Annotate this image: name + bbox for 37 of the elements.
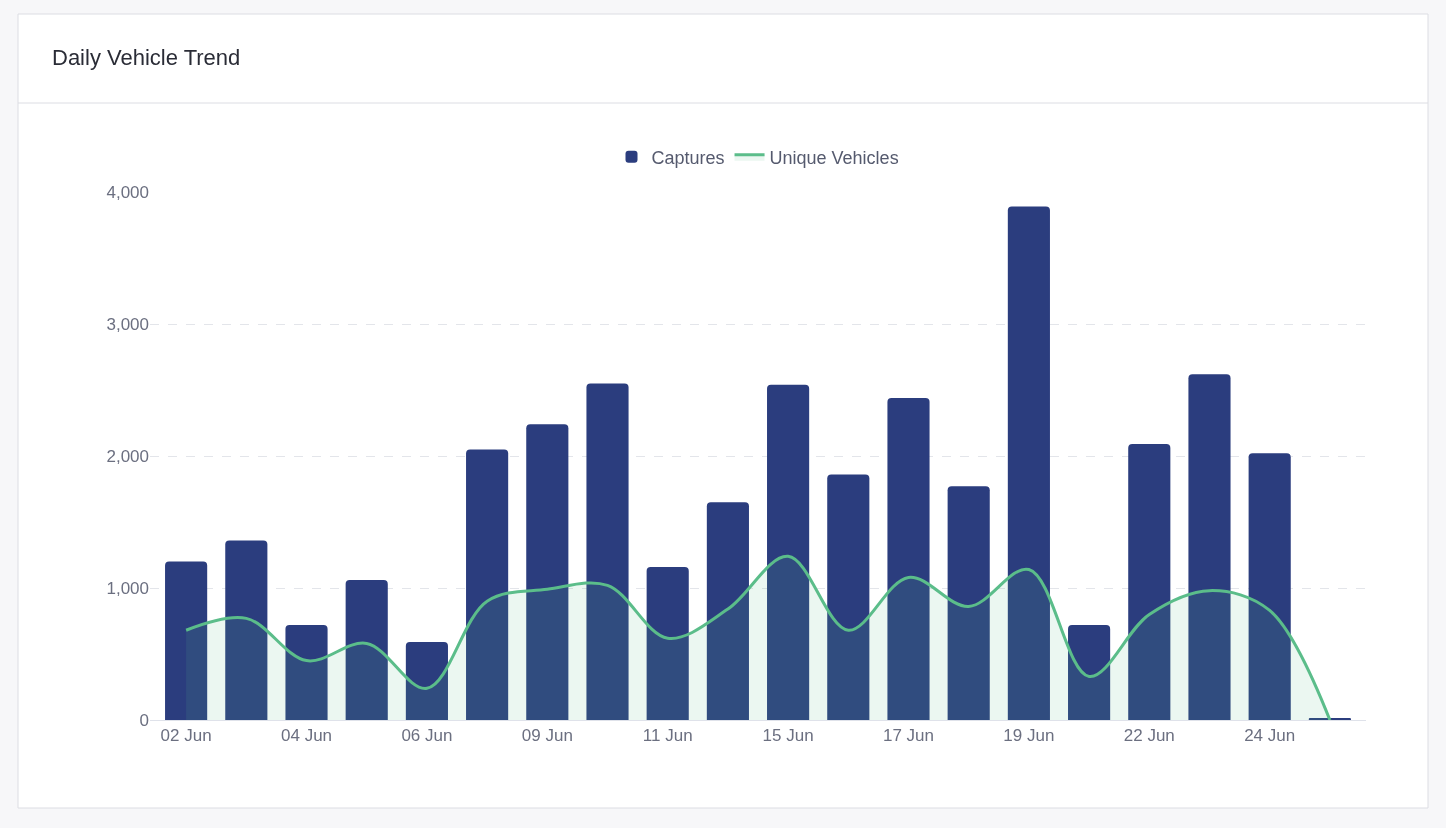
x-tick-label: 02 Jun (160, 726, 212, 746)
x-tick-label: 11 Jun (642, 726, 693, 746)
bar (1068, 624, 1111, 720)
bar (947, 486, 990, 720)
x-tick-label: 19 Jun (1003, 726, 1055, 746)
x-tick-label: 22 Jun (1123, 726, 1175, 746)
chart-title: Daily Vehicle Trend (52, 45, 241, 70)
x-tick-label: 24 Jun (1244, 726, 1296, 746)
bar (887, 397, 930, 720)
x-tick-label: 17 Jun (882, 726, 935, 746)
bar (767, 384, 810, 720)
bar (1188, 374, 1231, 720)
bar (646, 566, 689, 720)
y-tick-label: 1,000 (106, 578, 149, 598)
x-tick-label: 15 Jun (762, 726, 814, 746)
x-tick-label: 09 Jun (521, 726, 573, 746)
bar (1007, 206, 1050, 720)
bar (466, 449, 509, 720)
x-tick-label: 06 Jun (401, 726, 453, 746)
legend-label: Captures (651, 147, 725, 168)
bar (165, 561, 208, 720)
legend-label: Unique Vehicles (769, 147, 899, 168)
bar (706, 502, 749, 720)
bar (1128, 444, 1171, 720)
bar (526, 424, 569, 720)
bar (586, 383, 629, 720)
bar (405, 642, 448, 720)
y-tick-label: 3,000 (106, 314, 149, 334)
bar (1248, 453, 1291, 720)
x-tick-label: 04 Jun (280, 726, 333, 746)
bar (285, 624, 328, 720)
y-tick-label: 2,000 (106, 446, 149, 466)
y-tick-label: 0 (139, 710, 149, 730)
bar (827, 474, 870, 720)
y-tick-label: 4,000 (106, 182, 149, 202)
bar (345, 580, 388, 720)
bar (225, 540, 268, 720)
